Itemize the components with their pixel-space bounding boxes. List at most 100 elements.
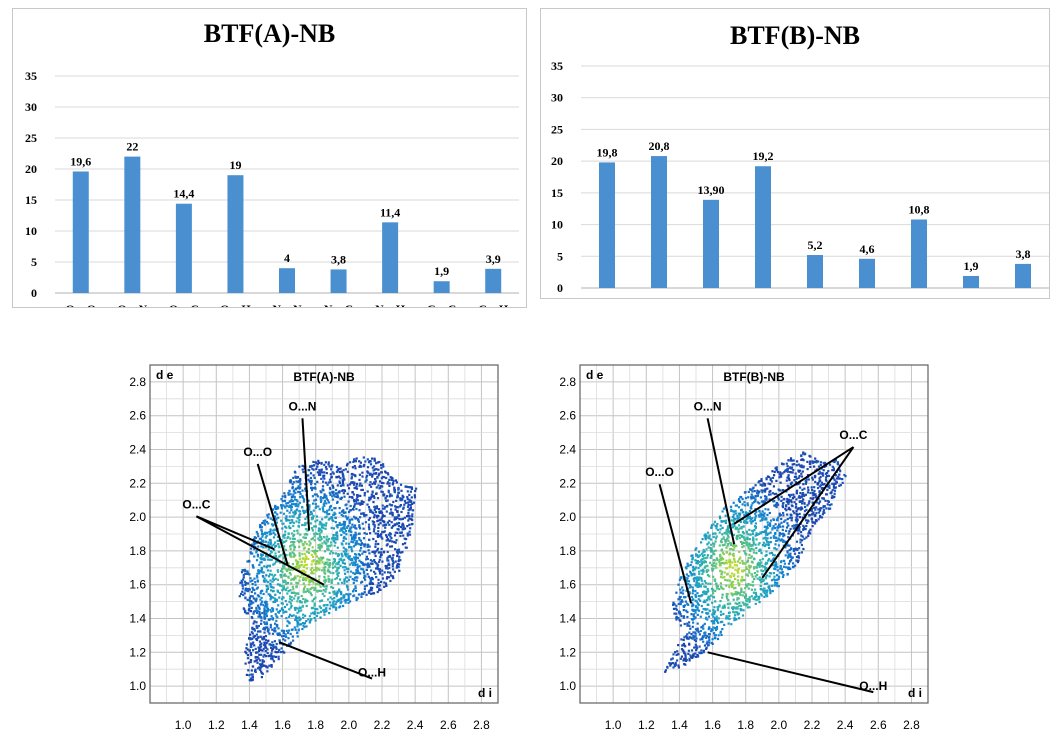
density-point [290,596,293,599]
density-point [749,583,752,586]
density-point [836,461,839,464]
density-point [284,530,287,533]
density-point [373,516,376,519]
density-point [411,509,415,512]
density-point [385,534,388,537]
annotation-leader-line [706,418,736,545]
density-point [710,550,713,553]
density-point [309,476,312,480]
density-point [323,463,326,466]
density-point [731,585,734,589]
density-point [715,615,718,618]
density-point [271,641,274,644]
density-point [753,598,756,601]
density-point [269,593,272,596]
density-point [743,602,746,605]
density-point [275,507,278,510]
density-point [287,637,290,640]
density-point [793,512,796,515]
density-point [394,517,397,521]
density-point [345,593,348,596]
density-point [243,580,247,583]
density-point [736,613,739,616]
density-point [331,538,334,541]
density-point [343,566,347,569]
density-point [336,484,339,487]
density-point [705,593,708,596]
density-point [710,524,713,527]
density-point [326,535,329,538]
density-point [356,556,360,559]
density-point [752,540,755,543]
density-point [682,651,686,654]
density-point [326,561,329,564]
density-point [802,524,805,527]
density-point [746,533,749,536]
density-point [244,569,247,572]
density-point [316,519,319,522]
density-point [310,572,313,575]
density-point [720,573,723,576]
density-point [729,552,732,555]
density-point [326,540,329,543]
density-point [300,609,303,612]
density-point [303,560,306,563]
x-tick-label: N…H [375,302,406,307]
density-point [358,554,361,557]
density-point [787,568,790,571]
density-point [701,572,704,575]
density-point [751,575,754,578]
density-point [720,538,723,541]
density-point [364,521,367,524]
density-point [388,495,391,498]
density-point [721,628,724,631]
density-point [302,544,305,547]
density-point [280,608,283,611]
density-point [327,461,330,464]
density-point [283,536,286,539]
density-point [364,550,367,553]
density-point [753,578,756,581]
density-point [759,559,762,562]
density-point [716,620,719,623]
density-point [393,534,397,537]
density-point [312,502,315,505]
density-point [396,531,399,534]
density-point [342,520,345,523]
density-point [754,512,757,515]
density-point [676,659,679,662]
density-point [310,594,313,597]
density-point [322,489,325,492]
density-point [699,584,702,587]
density-point [392,525,395,528]
density-point [404,501,407,505]
density-point [338,598,341,601]
density-point [399,559,402,562]
density-point [675,618,678,621]
density-point [377,578,380,581]
density-point [715,625,719,629]
density-point [357,571,360,574]
density-point [751,529,754,532]
density-point [273,515,276,518]
y-tick-label: 1.6 [559,578,576,592]
density-point [324,590,327,593]
density-point [291,563,294,566]
density-point [278,592,281,595]
density-point [395,506,398,509]
density-point [689,563,692,567]
density-point [691,586,694,589]
density-point [273,597,276,600]
density-point [322,566,325,569]
annotation-leader-line [658,483,692,604]
density-point [338,470,341,473]
density-point [270,558,273,561]
density-point [307,499,310,502]
density-point [748,533,751,536]
density-point [389,508,393,511]
density-point [741,575,744,579]
density-point [312,555,315,558]
density-point [766,533,769,536]
density-point [249,580,252,583]
density-point [696,576,699,579]
